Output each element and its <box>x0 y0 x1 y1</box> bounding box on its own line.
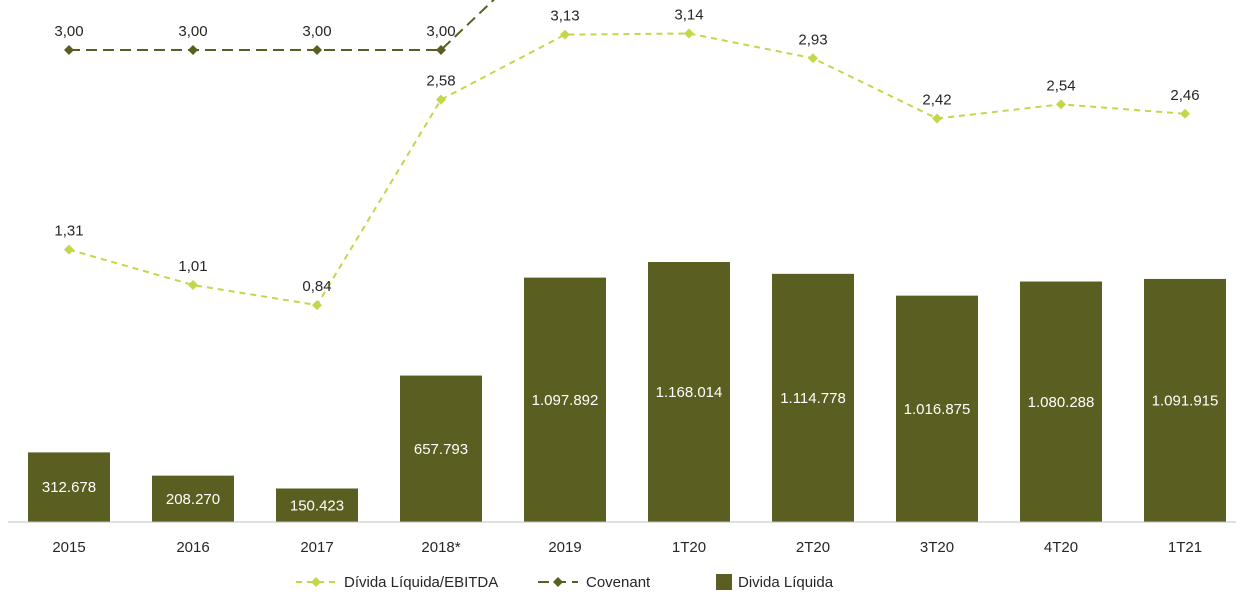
legend-marker-covenant <box>553 577 563 587</box>
ratio-point <box>560 29 570 40</box>
bar <box>772 273 854 522</box>
bar <box>524 277 606 522</box>
bar-value-label: 657.793 <box>414 441 468 458</box>
ratio-value-label: 2,46 <box>1170 87 1199 104</box>
covenant-point <box>64 45 74 55</box>
bar <box>1144 278 1226 522</box>
ratio-point <box>436 94 446 105</box>
bar-value-label: 1.091.915 <box>1152 392 1219 409</box>
bar-value-label: 1.168.014 <box>656 384 723 401</box>
ratio-value-label: 0,84 <box>302 278 331 295</box>
ratio-value-label: 1,01 <box>178 258 207 275</box>
bar <box>400 375 482 522</box>
x-tick-label: 1T21 <box>1168 539 1202 556</box>
x-tick-label: 2015 <box>52 539 85 556</box>
covenant-point <box>188 45 198 55</box>
ratio-value-label: 1,31 <box>54 223 83 240</box>
covenant-point <box>436 45 446 55</box>
x-tick-label: 2018* <box>421 539 460 556</box>
covenant-series-group: 3,003,003,003,004,004,004,004,004,004,00 <box>54 0 495 55</box>
ratio-line <box>68 32 1186 307</box>
legend-swatch-debt <box>716 574 732 590</box>
ratio-point <box>64 244 74 255</box>
ratio-value-label: 2,54 <box>1046 77 1075 94</box>
covenant-value-label: 3,00 <box>54 23 83 40</box>
ratio-point <box>1056 99 1066 110</box>
ratio-value-label: 2,58 <box>426 73 455 90</box>
covenant-value-label: 3,00 <box>178 23 207 40</box>
bar-value-label: 312.678 <box>42 479 96 496</box>
bar <box>276 488 358 522</box>
covenant-line <box>69 0 495 51</box>
bar <box>28 452 110 522</box>
ratio-point <box>188 280 198 291</box>
ratio-value-label: 2,93 <box>798 31 827 48</box>
bar-value-label: 1.080.288 <box>1028 394 1095 411</box>
legend-label-ratio: Dívida Líquida/EBITDA <box>344 574 498 591</box>
ratio-series-group: 1,31 1,01 0,84 2,58 3,13 3,14 2,93 2,42 2,54 2,46 <box>54 6 1200 311</box>
x-tick-label: 2019 <box>548 539 581 556</box>
legend: Dívida Líquida/EBITDA Covenant Divida Líqu… <box>296 574 834 591</box>
bar <box>152 475 234 522</box>
ratio-value-label: 3,14 <box>674 6 703 23</box>
bar-series-group: 312.678 208.270 150.423 657.793 1.097.892 1.1… <box>28 262 1226 522</box>
bar-value-label: 1.016.875 <box>904 401 971 418</box>
bar-value-label: 1.114.778 <box>780 390 846 407</box>
x-tick-label: 2016 <box>176 539 209 556</box>
bar <box>1020 281 1102 522</box>
bar <box>648 262 730 522</box>
ratio-point <box>1180 108 1190 119</box>
x-tick-label: 2017 <box>300 539 333 556</box>
ratio-point <box>808 53 818 64</box>
legend-marker-ratio <box>311 577 321 587</box>
legend-label-covenant: Covenant <box>586 574 651 591</box>
bar-value-label: 208.270 <box>166 491 220 508</box>
covenant-value-label: 3,00 <box>426 23 455 40</box>
legend-label-debt: Divida Líquida <box>738 574 834 591</box>
bar-value-label: 150.423 <box>290 497 344 514</box>
covenant-point <box>312 45 322 55</box>
bar <box>896 295 978 522</box>
x-tick-label: 4T20 <box>1044 539 1078 556</box>
x-tick-label: 3T20 <box>920 539 954 556</box>
ratio-value-label: 2,42 <box>922 91 951 108</box>
x-tick-label: 2T20 <box>796 539 830 556</box>
x-axis-ticks: 2015 2016 2017 2018* 2019 1T20 2T20 3T20 4T20 1T2… <box>52 539 1202 556</box>
x-tick-label: 1T20 <box>672 539 706 556</box>
covenant-value-label: 3,00 <box>302 23 331 40</box>
bar-value-label: 1.097.892 <box>532 392 599 409</box>
ratio-value-label: 3,13 <box>550 8 579 25</box>
ratio-point <box>684 28 694 39</box>
ratio-point <box>932 113 942 124</box>
ratio-point <box>312 300 322 311</box>
